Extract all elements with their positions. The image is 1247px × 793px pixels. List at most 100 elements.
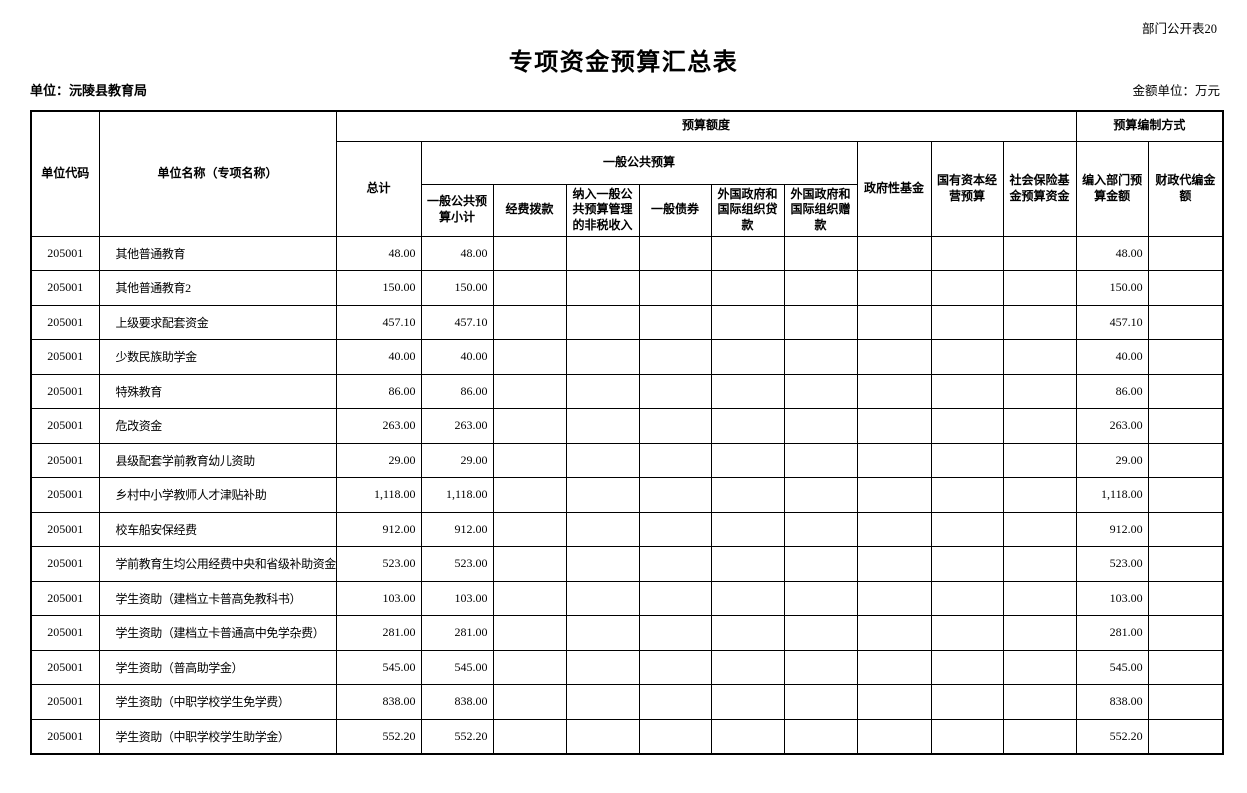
cell-social-insurance xyxy=(1002,718,1077,754)
cell-dept-budget-amount: 263.00 xyxy=(1075,408,1149,444)
cell-social-insurance xyxy=(1002,235,1077,271)
table-row: 205001 其他普通教育 48.00 48.00 48.00 xyxy=(30,235,1224,271)
cell-foreign-grants xyxy=(783,684,858,720)
cell-foreign-grants xyxy=(783,408,858,444)
cell-non-tax-income xyxy=(565,235,640,271)
cell-foreign-loans xyxy=(710,442,785,478)
cell-dept-budget-amount: 48.00 xyxy=(1075,235,1149,271)
cell-fund-allocation xyxy=(492,373,567,409)
doc-number-label: 部门公开表20 xyxy=(1141,22,1217,36)
cell-general-public-subtotal: 457.10 xyxy=(420,304,494,340)
cell-foreign-grants xyxy=(783,718,858,754)
cell-government-fund xyxy=(856,408,932,444)
cell-fiscal-proxy-amount xyxy=(1147,615,1224,651)
cell-unit-name: 学生资助（建档立卡普高免教科书） xyxy=(98,580,337,616)
cell-state-capital xyxy=(930,408,1004,444)
cell-foreign-loans xyxy=(710,649,785,685)
amount-unit-label: 金额单位：万元 xyxy=(1132,84,1220,98)
cell-fund-allocation xyxy=(492,615,567,651)
cell-total: 1,118.00 xyxy=(335,477,422,513)
cell-foreign-grants xyxy=(783,649,858,685)
cell-total: 912.00 xyxy=(335,511,422,547)
cell-total: 457.10 xyxy=(335,304,422,340)
cell-foreign-loans xyxy=(710,615,785,651)
cell-foreign-grants xyxy=(783,339,858,375)
cell-social-insurance xyxy=(1002,270,1077,306)
cell-dept-budget-amount: 103.00 xyxy=(1075,580,1149,616)
cell-fiscal-proxy-amount xyxy=(1147,546,1224,582)
cell-general-public-subtotal: 552.20 xyxy=(420,718,494,754)
cell-state-capital xyxy=(930,235,1004,271)
cell-general-public-subtotal: 838.00 xyxy=(420,684,494,720)
cell-foreign-grants xyxy=(783,270,858,306)
table-row: 205001 学生资助（建档立卡普高免教科书） 103.00 103.00 103.00 xyxy=(30,580,1224,616)
cell-unit-code: 205001 xyxy=(30,408,100,444)
cell-fiscal-proxy-amount xyxy=(1147,511,1224,547)
cell-unit-name: 危改资金 xyxy=(98,408,337,444)
col-header-social-insurance: 社会保险基金预算资金 xyxy=(1002,140,1077,237)
col-header-fund-allocation: 经费拨款 xyxy=(492,183,567,237)
table-row: 205001 学前教育生均公用经费中央和省级补助资金 523.00 523.00 523… xyxy=(30,546,1224,582)
cell-unit-name: 县级配套学前教育幼儿资助 xyxy=(98,442,337,478)
cell-unit-name: 其他普通教育2 xyxy=(98,270,337,306)
cell-total: 523.00 xyxy=(335,546,422,582)
cell-unit-name: 学前教育生均公用经费中央和省级补助资金 xyxy=(98,546,337,582)
cell-fund-allocation xyxy=(492,718,567,754)
cell-fiscal-proxy-amount xyxy=(1147,339,1224,375)
cell-fiscal-proxy-amount xyxy=(1147,649,1224,685)
col-group-budget-amount: 预算额度 xyxy=(335,110,1077,142)
cell-government-fund xyxy=(856,580,932,616)
cell-total: 263.00 xyxy=(335,408,422,444)
cell-general-bonds xyxy=(638,339,712,375)
cell-general-public-subtotal: 29.00 xyxy=(420,442,494,478)
cell-state-capital xyxy=(930,477,1004,513)
cell-foreign-grants xyxy=(783,442,858,478)
cell-foreign-loans xyxy=(710,270,785,306)
table-row: 205001 危改资金 263.00 263.00 263.00 xyxy=(30,408,1224,444)
cell-total: 48.00 xyxy=(335,235,422,271)
cell-dept-budget-amount: 545.00 xyxy=(1075,649,1149,685)
cell-non-tax-income xyxy=(565,408,640,444)
cell-unit-name: 学生资助（普高助学金） xyxy=(98,649,337,685)
meta-row: 单位：沅陵县教育局 金额单位：万元 xyxy=(30,80,1222,99)
cell-unit-name: 上级要求配套资金 xyxy=(98,304,337,340)
cell-foreign-loans xyxy=(710,718,785,754)
cell-state-capital xyxy=(930,339,1004,375)
cell-unit-name: 学生资助（建档立卡普通高中免学杂费） xyxy=(98,615,337,651)
cell-fund-allocation xyxy=(492,684,567,720)
cell-foreign-grants xyxy=(783,580,858,616)
table-row: 205001 校车船安保经费 912.00 912.00 912.00 xyxy=(30,511,1224,547)
table-row: 205001 学生资助（普高助学金） 545.00 545.00 545.00 xyxy=(30,649,1224,685)
cell-unit-code: 205001 xyxy=(30,270,100,306)
cell-state-capital xyxy=(930,684,1004,720)
cell-foreign-grants xyxy=(783,615,858,651)
cell-total: 150.00 xyxy=(335,270,422,306)
cell-government-fund xyxy=(856,718,932,754)
cell-dept-budget-amount: 150.00 xyxy=(1075,270,1149,306)
cell-fiscal-proxy-amount xyxy=(1147,718,1224,754)
cell-fund-allocation xyxy=(492,511,567,547)
table-row: 205001 少数民族助学金 40.00 40.00 40.00 xyxy=(30,339,1224,375)
cell-unit-code: 205001 xyxy=(30,580,100,616)
cell-general-bonds xyxy=(638,408,712,444)
cell-general-bonds xyxy=(638,304,712,340)
cell-fund-allocation xyxy=(492,408,567,444)
cell-state-capital xyxy=(930,718,1004,754)
cell-general-public-subtotal: 263.00 xyxy=(420,408,494,444)
cell-non-tax-income xyxy=(565,580,640,616)
cell-state-capital xyxy=(930,546,1004,582)
cell-unit-name: 其他普通教育 xyxy=(98,235,337,271)
col-header-unit-name: 单位名称（专项名称） xyxy=(98,110,337,237)
budget-summary-table: 单位代码 单位名称（专项名称） 预算额度 预算编制方式 总计 一般公共预算 政府… xyxy=(30,110,1225,755)
cell-government-fund xyxy=(856,442,932,478)
cell-fiscal-proxy-amount xyxy=(1147,304,1224,340)
col-header-fiscal-proxy-amount: 财政代编金额 xyxy=(1147,140,1224,237)
cell-government-fund xyxy=(856,270,932,306)
unit-label: 单位：沅陵县教育局 xyxy=(30,83,148,98)
cell-foreign-loans xyxy=(710,304,785,340)
cell-fund-allocation xyxy=(492,546,567,582)
cell-fiscal-proxy-amount xyxy=(1147,477,1224,513)
table-body: 205001 其他普通教育 48.00 48.00 48.00 205001 其他普通教育2… xyxy=(30,235,1224,754)
cell-dept-budget-amount: 40.00 xyxy=(1075,339,1149,375)
table-row: 205001 上级要求配套资金 457.10 457.10 457.10 xyxy=(30,304,1224,340)
